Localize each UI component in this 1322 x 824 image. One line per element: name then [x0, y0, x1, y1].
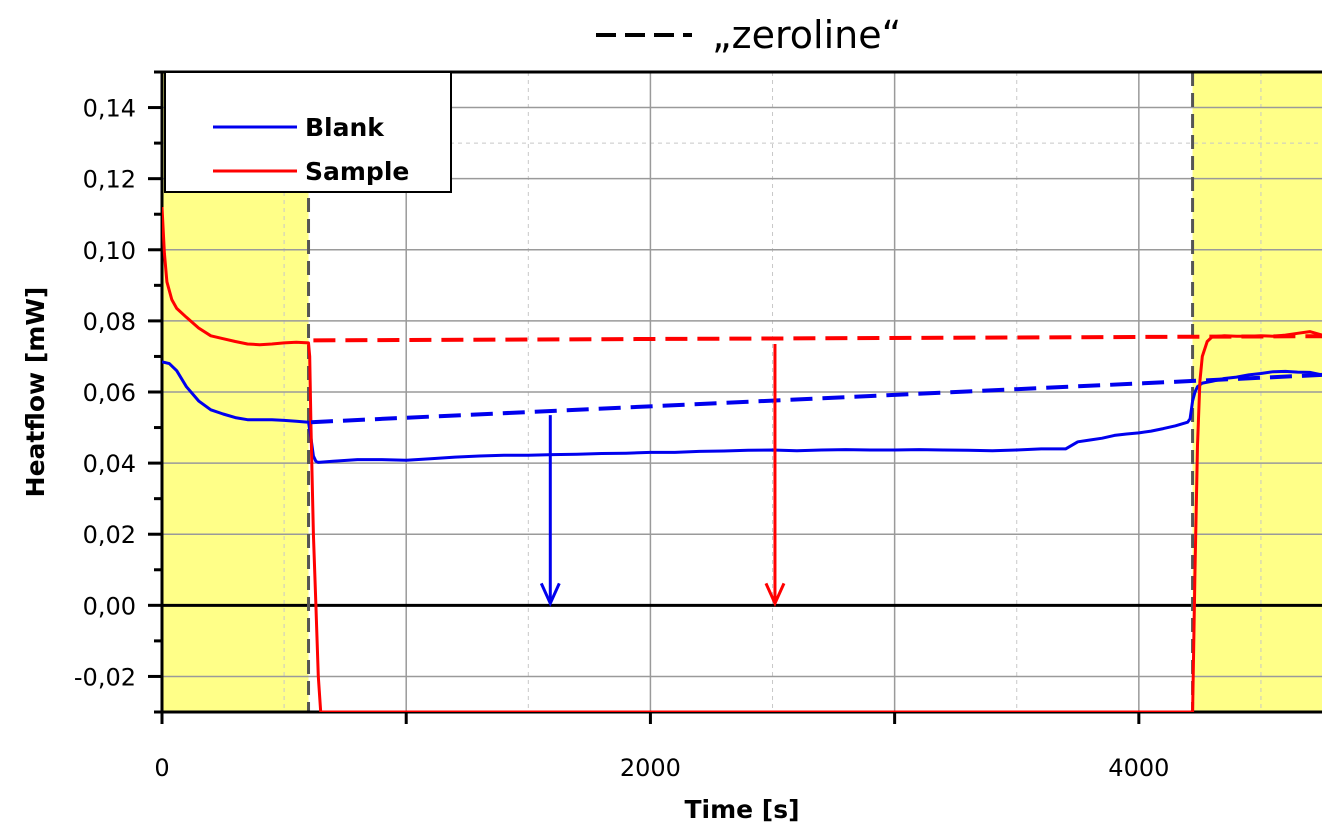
y-tick-label: 0,12	[83, 166, 136, 194]
header-annotation: „zeroline“	[596, 13, 901, 57]
y-tick-label: 0,04	[83, 450, 136, 478]
y-tick-label: 0,14	[83, 95, 136, 123]
header-annotation-text: „zeroline“	[712, 13, 901, 57]
series-layer	[162, 207, 1322, 712]
zeroline-sample-line	[313, 336, 1322, 340]
x-tick-label: 2000	[620, 754, 681, 782]
y-tick-label: 0,06	[83, 379, 136, 407]
series-sample-line	[162, 207, 1322, 712]
y-tick-label: -0,02	[74, 663, 136, 691]
arrows	[541, 344, 784, 603]
zeroline-blank-line	[311, 375, 1322, 422]
legend-label-blank: Blank	[305, 113, 385, 142]
x-tick-label: 4000	[1108, 754, 1169, 782]
y-tick-label: 0,00	[83, 592, 136, 620]
legend-label-sample: Sample	[305, 157, 409, 186]
y-tick-label: 0,02	[83, 521, 136, 549]
x-tick-label: 0	[154, 754, 169, 782]
y-tick-label: 0,10	[83, 237, 136, 265]
series-blank-line	[162, 362, 1322, 463]
legend: Blank Sample	[165, 72, 451, 192]
y-axis-title: Heatflow [mW]	[21, 287, 50, 498]
y-tick-label: 0,08	[83, 308, 136, 336]
x-axis-title: Time [s]	[684, 795, 799, 824]
